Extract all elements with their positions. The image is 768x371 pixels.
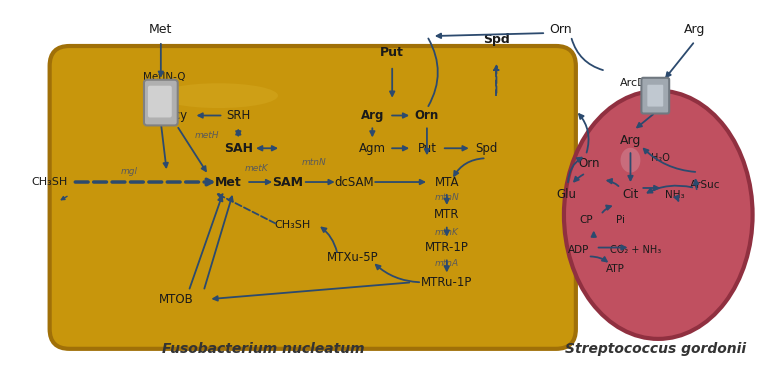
Text: MTOB: MTOB xyxy=(159,293,194,306)
Text: metH: metH xyxy=(194,131,219,140)
Text: Spd: Spd xyxy=(483,33,510,46)
Text: Met: Met xyxy=(215,175,242,188)
Text: MTA: MTA xyxy=(435,175,459,188)
Text: SAH: SAH xyxy=(223,142,253,155)
Text: Streptococcus gordonii: Streptococcus gordonii xyxy=(564,342,746,356)
Ellipse shape xyxy=(621,148,641,173)
Text: mgl: mgl xyxy=(121,167,137,175)
Text: Met: Met xyxy=(149,23,173,36)
Text: Orn: Orn xyxy=(415,109,439,122)
Text: MTXu-5P: MTXu-5P xyxy=(326,251,379,264)
Text: MTR-1P: MTR-1P xyxy=(425,241,468,254)
Ellipse shape xyxy=(564,91,753,339)
FancyBboxPatch shape xyxy=(50,46,576,349)
Text: H₂O: H₂O xyxy=(650,153,670,163)
Text: Arg: Arg xyxy=(684,23,706,36)
Text: Arg: Arg xyxy=(620,134,641,147)
Text: MetIN-Q: MetIN-Q xyxy=(143,72,185,82)
Text: mtnK: mtnK xyxy=(435,228,458,237)
Ellipse shape xyxy=(159,83,278,108)
Text: mtnN: mtnN xyxy=(435,193,459,203)
Text: CP: CP xyxy=(579,215,593,225)
Text: NH₃: NH₃ xyxy=(665,190,685,200)
FancyBboxPatch shape xyxy=(641,78,669,114)
FancyBboxPatch shape xyxy=(144,80,177,125)
Text: SAM: SAM xyxy=(273,175,303,188)
Text: SRH: SRH xyxy=(226,109,250,122)
Text: Fusobacterium nucleatum: Fusobacterium nucleatum xyxy=(162,342,365,356)
Text: Pi: Pi xyxy=(616,215,625,225)
Text: mtnA: mtnA xyxy=(435,259,458,268)
Text: metK: metK xyxy=(244,164,268,173)
Text: Arg: Arg xyxy=(361,109,384,122)
Text: dcSAM: dcSAM xyxy=(335,175,374,188)
Text: Put: Put xyxy=(418,142,436,155)
Text: Put: Put xyxy=(380,46,404,59)
Text: Cit: Cit xyxy=(622,188,639,201)
FancyBboxPatch shape xyxy=(148,86,172,118)
Text: CH₃SH: CH₃SH xyxy=(275,220,311,230)
Text: Orn: Orn xyxy=(550,23,572,36)
Text: MTR: MTR xyxy=(434,208,459,221)
FancyBboxPatch shape xyxy=(647,85,664,106)
Text: ArcD: ArcD xyxy=(620,78,647,88)
Text: Spd: Spd xyxy=(475,142,498,155)
Text: ArSuc: ArSuc xyxy=(690,180,720,190)
Text: CH₃SH: CH₃SH xyxy=(31,177,68,187)
Text: MTRu-1P: MTRu-1P xyxy=(421,276,472,289)
Text: ATP: ATP xyxy=(606,265,625,275)
Text: Hcy: Hcy xyxy=(166,109,188,122)
Text: Agm: Agm xyxy=(359,142,386,155)
Text: mtnN: mtnN xyxy=(301,158,326,167)
Text: Orn: Orn xyxy=(578,157,600,170)
Text: Glu: Glu xyxy=(556,188,576,201)
Text: ADP: ADP xyxy=(568,244,590,255)
Text: CO₂ + NH₃: CO₂ + NH₃ xyxy=(610,244,661,255)
